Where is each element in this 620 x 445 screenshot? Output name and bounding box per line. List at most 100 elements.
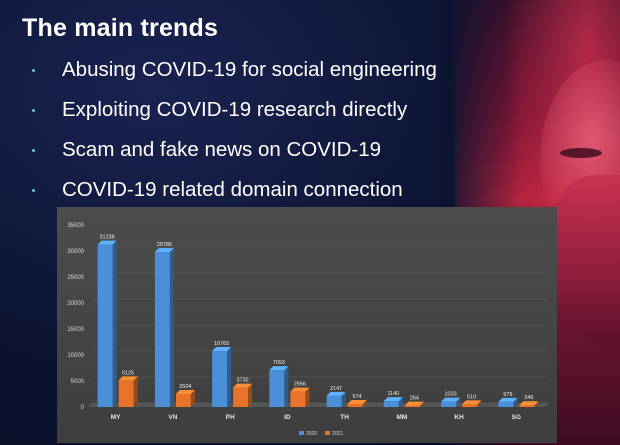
y-tick-label: 0	[81, 405, 85, 411]
bar-side	[190, 389, 195, 407]
data-label: 979	[503, 392, 512, 398]
bar-side	[419, 401, 424, 407]
bullet-dot-icon	[32, 189, 35, 192]
bar-2020-MY	[97, 244, 113, 407]
bar-side	[456, 397, 461, 407]
bar-top	[383, 397, 403, 402]
legend-label: 2021	[332, 431, 343, 437]
bar-top	[154, 248, 174, 253]
y-tick-label: 30000	[67, 249, 84, 255]
bullet-item: Scam and fake news on COVID-19	[32, 138, 437, 161]
data-label: 1033	[445, 392, 457, 398]
bar-2021-ID	[290, 391, 306, 407]
bar-side	[169, 248, 174, 407]
bar-2021-MY	[118, 380, 134, 407]
bar-top	[233, 383, 253, 388]
bar-side	[112, 240, 117, 407]
bar-top	[498, 397, 518, 402]
x-tick-label: ID	[284, 414, 291, 421]
bar-side	[477, 400, 482, 407]
data-label: 510	[467, 394, 476, 400]
y-tick-label: 15000	[67, 327, 84, 333]
x-tick-label: SG	[512, 414, 521, 421]
x-tick-label: MY	[111, 414, 121, 421]
y-tick-label: 10000	[67, 353, 84, 359]
bar-2021-VN	[175, 393, 191, 407]
data-label: 31236	[99, 235, 114, 241]
bar-side	[398, 397, 403, 407]
legend-swatch	[325, 431, 330, 435]
bar-chart: 0 5000 10000 15000 20000 25000 30000 35000 31236…	[67, 220, 549, 437]
bar-top	[519, 401, 539, 406]
data-label: 2504	[179, 384, 191, 390]
chart-floor	[87, 403, 549, 407]
bar-2020-ID	[269, 370, 285, 407]
bar-side	[248, 383, 253, 407]
bar-side	[534, 401, 539, 407]
y-tick-label: 35000	[67, 223, 84, 229]
bar-side	[284, 366, 289, 407]
bar-top	[347, 400, 367, 405]
bar-top	[290, 387, 310, 392]
bar-2021-PH	[233, 387, 249, 407]
y-tick-label: 5000	[71, 379, 85, 385]
legend-label: 2020	[306, 431, 317, 437]
bar-side	[133, 376, 138, 407]
bar-2020-SG	[498, 401, 514, 407]
bar-top	[175, 389, 195, 394]
bullet-item: Exploiting COVID-19 research directly	[32, 98, 437, 121]
bar-2020-PH	[212, 351, 228, 407]
bar-top	[441, 397, 461, 402]
data-label: 10765	[214, 341, 229, 347]
bar-2021-KH	[462, 404, 478, 407]
bar-2020-KH	[441, 401, 457, 407]
data-label: 3732	[237, 378, 249, 384]
bullet-item: Abusing COVID-19 for social engineering	[32, 58, 437, 81]
bar-2021-MM	[404, 405, 420, 407]
x-tick-label: KH	[454, 414, 464, 421]
bar-side	[513, 397, 518, 407]
bar-top	[269, 366, 289, 371]
bar-side	[305, 387, 310, 407]
bar-2020-MM	[383, 401, 399, 407]
x-tick-label: VN	[168, 414, 177, 421]
y-tick-label: 25000	[67, 275, 84, 281]
bar-top	[462, 400, 482, 405]
bullet-dot-icon	[32, 109, 35, 112]
x-tick-label: PH	[226, 414, 235, 421]
data-label: 264	[410, 396, 419, 402]
bar-2020-VN	[154, 252, 170, 407]
bar-2021-SG	[519, 405, 535, 407]
bullet-list: Abusing COVID-19 for social engineering …	[32, 58, 437, 220]
bar-top	[97, 240, 117, 245]
bar-2021-TH	[347, 404, 363, 407]
bar-side	[362, 400, 367, 407]
data-label: 5125	[122, 370, 134, 376]
legend-swatch	[299, 431, 304, 435]
x-tick-label: TH	[340, 414, 349, 421]
slide-title: The main trends	[22, 14, 219, 42]
bar-top	[118, 376, 138, 381]
bullet-dot-icon	[32, 69, 35, 72]
data-label: 346	[524, 395, 533, 401]
eye-shadow	[560, 148, 602, 158]
bar-top	[404, 401, 424, 406]
x-tick-label: MM	[396, 414, 407, 421]
bullet-text: COVID-19 related domain connection	[62, 178, 403, 201]
bullet-item: COVID-19 related domain connection	[32, 178, 437, 201]
bar-side	[341, 391, 346, 407]
bar-side	[227, 347, 232, 407]
bullet-text: Scam and fake news on COVID-19	[62, 138, 382, 161]
data-label: 7093	[273, 360, 285, 366]
data-label: 29786	[157, 242, 172, 248]
y-tick-label: 20000	[67, 301, 84, 307]
bar-top	[212, 347, 232, 352]
bullet-text: Exploiting COVID-19 research directly	[62, 98, 408, 121]
bar-2020-TH	[326, 395, 342, 407]
bullet-dot-icon	[32, 149, 35, 152]
bullet-text: Abusing COVID-19 for social engineering	[62, 58, 437, 81]
data-label: 1140	[387, 391, 399, 397]
data-label: 574	[353, 394, 362, 400]
chart-panel: 0 5000 10000 15000 20000 25000 30000 35000 31236…	[57, 207, 557, 443]
